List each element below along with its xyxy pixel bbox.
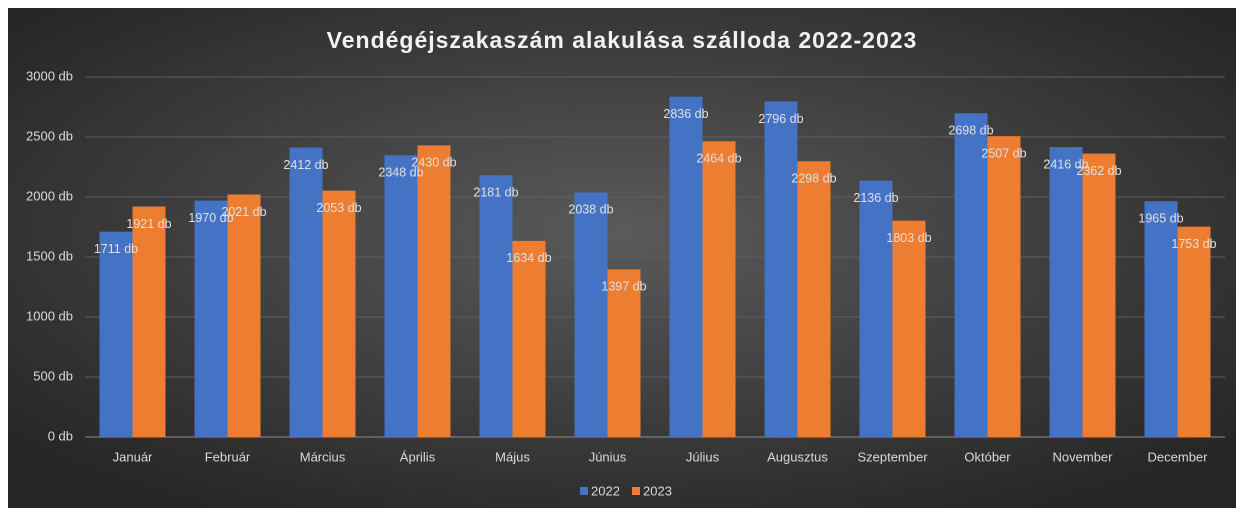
x-tick-label: Augusztus (767, 449, 828, 464)
value-label: 1921 db (126, 217, 171, 231)
y-tick-label: 2500 db (26, 128, 73, 143)
x-tick-label: November (1053, 449, 1114, 464)
value-label: 2412 db (283, 158, 328, 172)
legend-swatch (632, 487, 640, 495)
bar (289, 147, 323, 437)
x-tick-label: December (1148, 449, 1209, 464)
value-label: 2021 db (221, 205, 266, 219)
bar (322, 190, 356, 437)
y-tick-label: 1500 db (26, 248, 73, 263)
x-tick-label: Szeptember (857, 449, 928, 464)
x-tick-label: Január (113, 449, 153, 464)
bar (607, 269, 641, 437)
bar (417, 145, 451, 437)
bar (859, 180, 893, 437)
x-tick-label: Március (300, 449, 346, 464)
value-label: 1753 db (1171, 237, 1216, 251)
x-tick-label: Május (495, 449, 530, 464)
value-label: 2836 db (663, 107, 708, 121)
value-label: 2796 db (758, 112, 803, 126)
value-label: 2507 db (981, 146, 1026, 160)
value-label: 2038 db (568, 203, 613, 217)
chart-title: Vendégéjszakaszám alakulása szálloda 202… (327, 27, 918, 53)
bar (1049, 147, 1083, 437)
value-label: 2430 db (411, 156, 456, 170)
x-tick-label: Július (686, 449, 720, 464)
value-label: 2181 db (473, 186, 518, 200)
value-label: 2362 db (1076, 164, 1121, 178)
bar (99, 231, 133, 437)
value-label: 2464 db (696, 152, 741, 166)
x-tick-label: Június (589, 449, 627, 464)
legend-swatch (580, 487, 588, 495)
value-label: 2298 db (791, 172, 836, 186)
y-tick-label: 0 db (48, 428, 73, 443)
value-label: 1803 db (886, 231, 931, 245)
bar (954, 113, 988, 438)
bar (1177, 226, 1211, 437)
bar (384, 155, 418, 438)
bar (227, 194, 261, 437)
bar (764, 101, 798, 437)
value-label: 2136 db (853, 191, 898, 205)
value-label: 1397 db (601, 280, 646, 294)
y-tick-label: 1000 db (26, 308, 73, 323)
bar (574, 192, 608, 437)
bar (512, 240, 546, 437)
bar (669, 96, 703, 438)
value-label: 1965 db (1138, 211, 1183, 225)
legend-label: 2023 (643, 483, 672, 498)
value-label: 2053 db (316, 201, 361, 215)
bar (1082, 153, 1116, 437)
bar (702, 141, 736, 437)
value-label: 2348 db (378, 166, 423, 180)
bar (797, 161, 831, 438)
value-label: 2698 db (948, 124, 993, 138)
x-tick-label: Október (964, 449, 1011, 464)
legend-label: 2022 (591, 483, 620, 498)
bar (479, 175, 513, 437)
value-label: 1970 db (188, 211, 233, 225)
value-label: 1634 db (506, 251, 551, 265)
value-label: 2416 db (1043, 157, 1088, 171)
y-tick-label: 2000 db (26, 188, 73, 203)
value-label: 1711 db (94, 242, 138, 256)
x-tick-label: Április (400, 449, 436, 464)
y-tick-label: 500 db (33, 368, 73, 383)
bar (132, 206, 166, 437)
bar (194, 200, 228, 437)
bar (892, 220, 926, 437)
x-tick-label: Február (205, 449, 251, 464)
bar (1144, 201, 1178, 437)
y-tick-label: 3000 db (26, 68, 73, 83)
bar (987, 136, 1021, 437)
